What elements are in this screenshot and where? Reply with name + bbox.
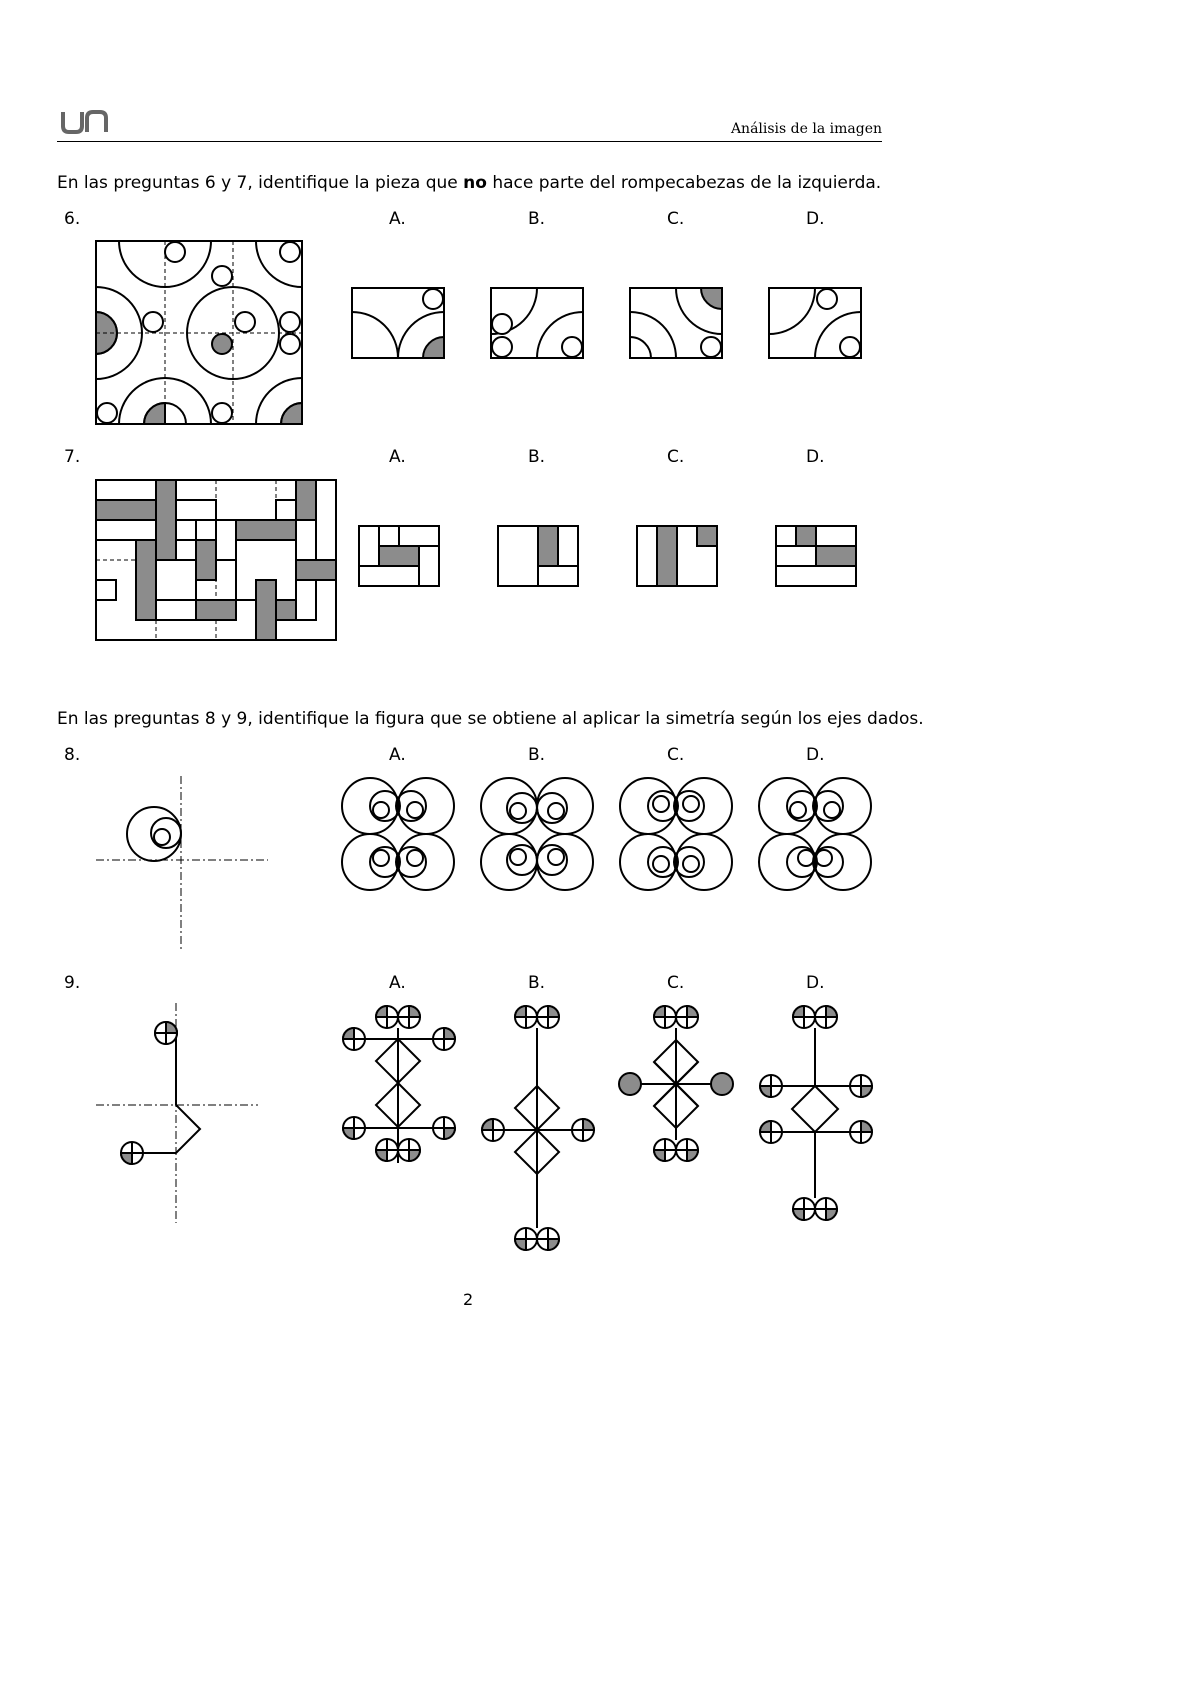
instructions-6-7: En las preguntas 6 y 7, identifique la p… [57, 173, 882, 193]
question-7-number: 7. [64, 447, 81, 467]
q9-option-a-figure[interactable] [340, 1003, 460, 1173]
q8-option-b-label: B. [528, 745, 546, 765]
q8-option-c-label: C. [667, 745, 685, 765]
question-8-number: 8. [64, 745, 81, 765]
university-logo [61, 110, 108, 134]
q7-option-c-label: C. [667, 447, 685, 467]
q9-option-a-label: A. [389, 973, 406, 993]
q7-option-b-piece[interactable] [497, 525, 580, 588]
q6-option-c-label: C. [667, 209, 685, 229]
q8-option-b-figure[interactable] [479, 776, 597, 894]
q7-option-d-label: D. [806, 447, 825, 467]
question-9-number: 9. [64, 973, 81, 993]
instructions-8-9: En las preguntas 8 y 9, identifique la f… [57, 709, 924, 729]
q9-option-d-label: D. [806, 973, 825, 993]
q7-option-c-piece[interactable] [636, 525, 719, 588]
q6-option-b-piece[interactable] [490, 287, 585, 360]
q9-option-c-label: C. [667, 973, 685, 993]
q6-puzzle [95, 240, 303, 425]
header-title: Análisis de la imagen [730, 121, 882, 137]
q9-option-d-figure[interactable] [757, 1003, 877, 1225]
q7-option-a-piece[interactable] [358, 525, 441, 588]
q6-option-b-label: B. [528, 209, 546, 229]
q6-option-a-piece[interactable] [351, 287, 446, 360]
q6-option-d-label: D. [806, 209, 825, 229]
q9-option-b-label: B. [528, 973, 546, 993]
knob-group [341, 1004, 457, 1163]
q8-option-d-label: D. [806, 745, 825, 765]
header-rule [57, 141, 882, 142]
question-6-number: 6. [64, 209, 81, 229]
q6-option-d-piece[interactable] [768, 287, 863, 360]
q7-option-d-piece[interactable] [775, 525, 858, 588]
page-number: 2 [463, 1290, 474, 1309]
q9-option-b-figure[interactable] [479, 1003, 599, 1253]
q8-option-a-label: A. [389, 745, 406, 765]
q6-option-c-piece[interactable] [629, 287, 724, 360]
q8-given-figure [96, 776, 268, 950]
q7-puzzle [95, 479, 337, 641]
q8-option-a-figure[interactable] [340, 776, 458, 894]
q9-option-c-figure[interactable] [618, 1003, 738, 1173]
q7-option-b-label: B. [528, 447, 546, 467]
q8-option-d-figure[interactable] [757, 776, 875, 894]
q6-option-a-label: A. [389, 209, 406, 229]
q8-option-c-figure[interactable] [618, 776, 736, 894]
q9-given-figure [96, 1003, 258, 1223]
q7-option-a-label: A. [389, 447, 406, 467]
